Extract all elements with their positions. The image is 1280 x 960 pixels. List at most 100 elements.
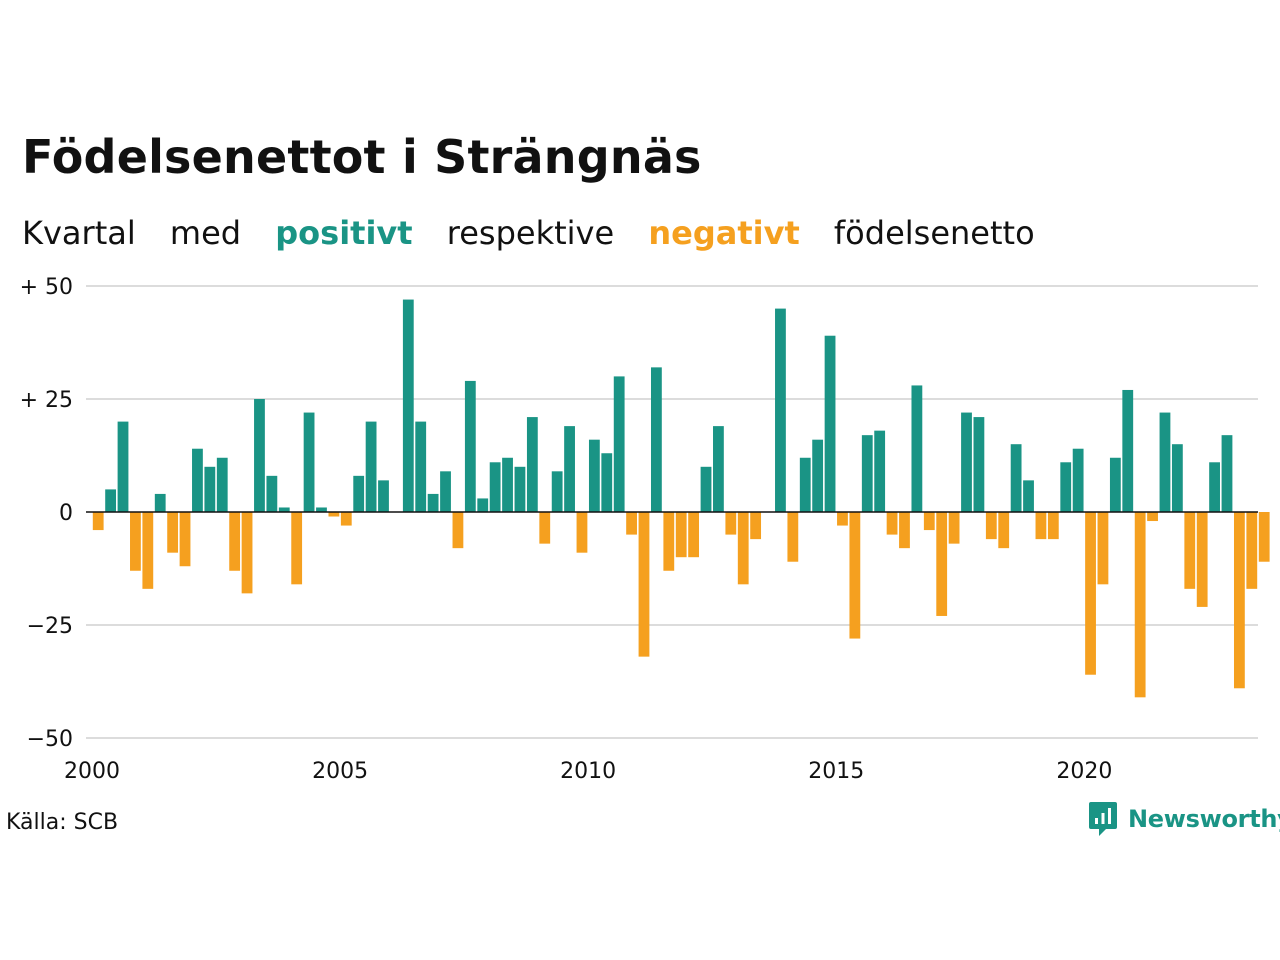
bar-positive xyxy=(1109,457,1121,512)
bar-negative xyxy=(130,512,141,571)
bar-negative xyxy=(899,512,910,549)
bar-positive xyxy=(477,498,489,512)
bar-positive xyxy=(713,426,724,512)
bar-positive xyxy=(961,412,972,512)
logo-text: Newsworthy xyxy=(1128,805,1280,833)
bar-positive xyxy=(353,475,365,512)
bar-negative xyxy=(886,512,898,535)
subtitle-word: Kvartal xyxy=(22,214,136,252)
bar-positive xyxy=(613,376,625,512)
bar-negative xyxy=(229,512,241,571)
subtitle-word: respektive xyxy=(446,214,615,252)
bar-positive xyxy=(824,335,836,512)
bar-positive xyxy=(117,421,129,512)
bar-positive xyxy=(526,417,538,512)
bar-negative xyxy=(142,512,154,589)
bar-positive xyxy=(973,417,985,512)
bar-positive xyxy=(1072,448,1084,512)
bar-positive xyxy=(1171,444,1183,512)
grid-lines xyxy=(86,285,1258,739)
bar-positive xyxy=(266,475,278,512)
x-tick-label: 2015 xyxy=(808,759,864,784)
bar-positive xyxy=(1122,389,1134,512)
bar-positive xyxy=(378,480,389,512)
bar-positive xyxy=(874,430,886,512)
bar-positive xyxy=(650,367,662,512)
newsworthy-chart-bubble-icon xyxy=(1089,802,1117,836)
chart-subtitle: Kvartal med positivt respektive negativt… xyxy=(22,214,1059,252)
bar-positive xyxy=(1023,480,1034,512)
bar-negative xyxy=(1047,512,1059,540)
y-tick-label: −50 xyxy=(27,727,73,752)
bar-positive xyxy=(911,385,923,512)
bar-positive xyxy=(427,493,439,512)
bar-positive xyxy=(1209,462,1220,512)
x-tick-label: 2020 xyxy=(1056,759,1112,784)
bar-negative xyxy=(936,512,948,616)
bar-positive xyxy=(861,435,873,512)
bar-positive xyxy=(1159,412,1171,512)
bar-negative xyxy=(985,512,997,540)
bar-positive xyxy=(440,471,451,512)
bar-positive xyxy=(588,439,600,512)
chart-title: Födelsenettot i Strängnäs xyxy=(22,130,702,184)
bar-positive xyxy=(278,507,290,512)
bar-negative xyxy=(1035,512,1047,540)
x-axis-labels: 2000 2005 2010 2015 2020 xyxy=(64,759,1112,784)
bar-negative xyxy=(1196,512,1208,607)
y-axis-labels: + 50 + 25 0 −25 −50 xyxy=(20,275,73,752)
bar-positive xyxy=(514,466,526,512)
bar-positive xyxy=(551,471,563,512)
newsworthy-logo: Newsworthy xyxy=(1088,800,1280,838)
bar-negative xyxy=(576,512,588,553)
bar-negative xyxy=(675,512,687,558)
bar-positive xyxy=(775,308,786,512)
bar-positive xyxy=(812,439,824,512)
bar-negative xyxy=(328,512,340,517)
bar-positive xyxy=(216,457,228,512)
bar-negative xyxy=(998,512,1010,549)
bar-positive xyxy=(700,466,712,512)
bar-negative xyxy=(688,512,700,558)
x-tick-label: 2005 xyxy=(312,759,368,784)
y-tick-label: 0 xyxy=(59,501,73,526)
bar-positive xyxy=(601,453,613,512)
bar-positive xyxy=(489,462,501,512)
bar-positive xyxy=(254,399,265,512)
bar-negative xyxy=(626,512,637,535)
bar-positive xyxy=(564,426,575,512)
bar-negative xyxy=(340,512,352,526)
bar-negative xyxy=(725,512,737,535)
bar-negative xyxy=(837,512,848,526)
bar-negative xyxy=(750,512,762,540)
bar-positive xyxy=(1221,435,1233,512)
bar-negative xyxy=(1147,512,1158,522)
bar-negative xyxy=(663,512,675,571)
bar-negative xyxy=(291,512,303,585)
subtitle-negative-label: negativt xyxy=(648,214,800,252)
bar-negative xyxy=(452,512,464,549)
bar-positive xyxy=(464,380,476,512)
bar-positive xyxy=(154,493,166,512)
bar-negative xyxy=(1233,512,1245,689)
bar-positive xyxy=(1010,444,1022,512)
bar-negative xyxy=(92,512,104,531)
bar-negative xyxy=(787,512,799,562)
bar-positive xyxy=(316,507,327,512)
subtitle-positive-label: positivt xyxy=(275,214,413,252)
bar-negative xyxy=(1097,512,1109,585)
subtitle-word: med xyxy=(169,214,242,252)
y-tick-label: + 25 xyxy=(20,388,73,413)
y-tick-label: −25 xyxy=(27,614,73,639)
bar-negative xyxy=(1134,512,1146,698)
bar-negative xyxy=(1085,512,1096,675)
bar-positive xyxy=(799,457,811,512)
bar-chart: + 50 + 25 0 −25 −50 2000 2005 2010 2015 2020 xyxy=(20,275,1270,784)
bar-negative xyxy=(539,512,551,544)
bar-negative xyxy=(948,512,960,544)
bar-negative xyxy=(923,512,935,531)
bar-positive xyxy=(204,466,216,512)
bar-positive xyxy=(502,457,513,512)
x-tick-label: 2000 xyxy=(64,759,120,784)
bar-negative xyxy=(849,512,861,639)
